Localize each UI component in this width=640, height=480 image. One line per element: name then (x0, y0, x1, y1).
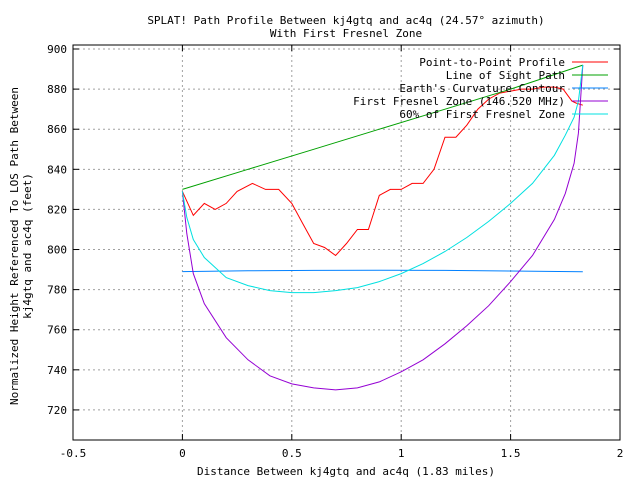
legend-label: First Fresnel Zone (146.520 MHz) (353, 95, 565, 108)
series-line-4 (181, 65, 584, 391)
x-tick-label: 1 (398, 447, 405, 460)
y-tick-label: 720 (47, 404, 67, 417)
y-tick-label: 740 (47, 364, 67, 377)
chart-subtitle: With First Fresnel Zone (270, 27, 422, 40)
x-tick-label: 2 (617, 447, 624, 460)
x-tick-label: 0 (179, 447, 186, 460)
legend-label: Line of Sight Path (446, 69, 565, 82)
x-tick-label: -0.5 (60, 447, 87, 460)
series-layer (181, 64, 584, 391)
plot-frame (72, 44, 621, 441)
y-tick-label: 880 (47, 83, 67, 96)
y-tick-label: 800 (47, 244, 67, 257)
y-tick-label: 760 (47, 324, 67, 337)
chart-title: SPLAT! Path Profile Between kj4gtq and a… (147, 14, 544, 27)
axis-ticks: -0.5 0 0.5 1 1.5 2 720 740 760 780 800 820 840 860 880… (47, 43, 623, 460)
y-tick-label: 840 (47, 163, 67, 176)
y-tick-label: 860 (47, 123, 67, 136)
y-tick-label: 780 (47, 284, 67, 297)
grid-lines (73, 45, 620, 440)
y-tick-label: 820 (47, 203, 67, 216)
x-axis-label: Distance Between kj4gtq and ac4q (1.83 m… (197, 465, 495, 478)
y-axis-label-line2: kj4gtq and ac4q (feet) (21, 173, 34, 319)
series-line-1 (181, 86, 583, 257)
x-tick-label: 0.5 (282, 447, 302, 460)
x-tick-label: 1.5 (501, 447, 521, 460)
legend-label: Earth's Curvature Contour (399, 82, 565, 95)
series-line-5 (181, 65, 584, 294)
legend-label: Point-to-Point Profile (419, 56, 565, 69)
series-line-2 (182, 64, 583, 190)
series-line-3 (182, 269, 583, 273)
y-axis-label: Normalized Height Referenced To LOS Path… (8, 87, 21, 405)
y-tick-label: 900 (47, 43, 67, 56)
legend-label: 60% of First Fresnel Zone (399, 108, 565, 121)
